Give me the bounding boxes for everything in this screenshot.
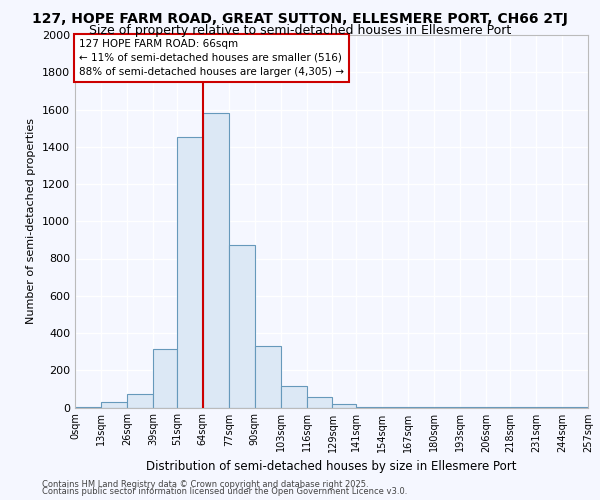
Text: Size of property relative to semi-detached houses in Ellesmere Port: Size of property relative to semi-detach…	[89, 24, 511, 37]
Bar	[281, 386, 307, 407]
Bar	[153, 349, 177, 408]
Y-axis label: Number of semi-detached properties: Number of semi-detached properties	[26, 118, 37, 324]
Bar	[127, 394, 153, 407]
Text: 127 HOPE FARM ROAD: 66sqm
← 11% of semi-detached houses are smaller (516)
88% of: 127 HOPE FARM ROAD: 66sqm ← 11% of semi-…	[79, 38, 344, 76]
Bar	[307, 398, 332, 407]
Bar	[356, 406, 382, 408]
Bar	[75, 406, 101, 408]
Text: Contains HM Land Registry data © Crown copyright and database right 2025.: Contains HM Land Registry data © Crown c…	[42, 480, 368, 489]
Text: 127, HOPE FARM ROAD, GREAT SUTTON, ELLESMERE PORT, CH66 2TJ: 127, HOPE FARM ROAD, GREAT SUTTON, ELLES…	[32, 12, 568, 26]
Bar	[409, 407, 434, 408]
Bar	[254, 346, 281, 408]
Bar	[382, 406, 409, 408]
Text: Contains public sector information licensed under the Open Government Licence v3: Contains public sector information licen…	[42, 488, 407, 496]
Bar	[332, 404, 356, 407]
Bar	[101, 402, 127, 407]
Bar	[229, 244, 254, 408]
Bar	[177, 138, 203, 407]
Bar	[203, 113, 229, 408]
X-axis label: Distribution of semi-detached houses by size in Ellesmere Port: Distribution of semi-detached houses by …	[146, 460, 517, 473]
